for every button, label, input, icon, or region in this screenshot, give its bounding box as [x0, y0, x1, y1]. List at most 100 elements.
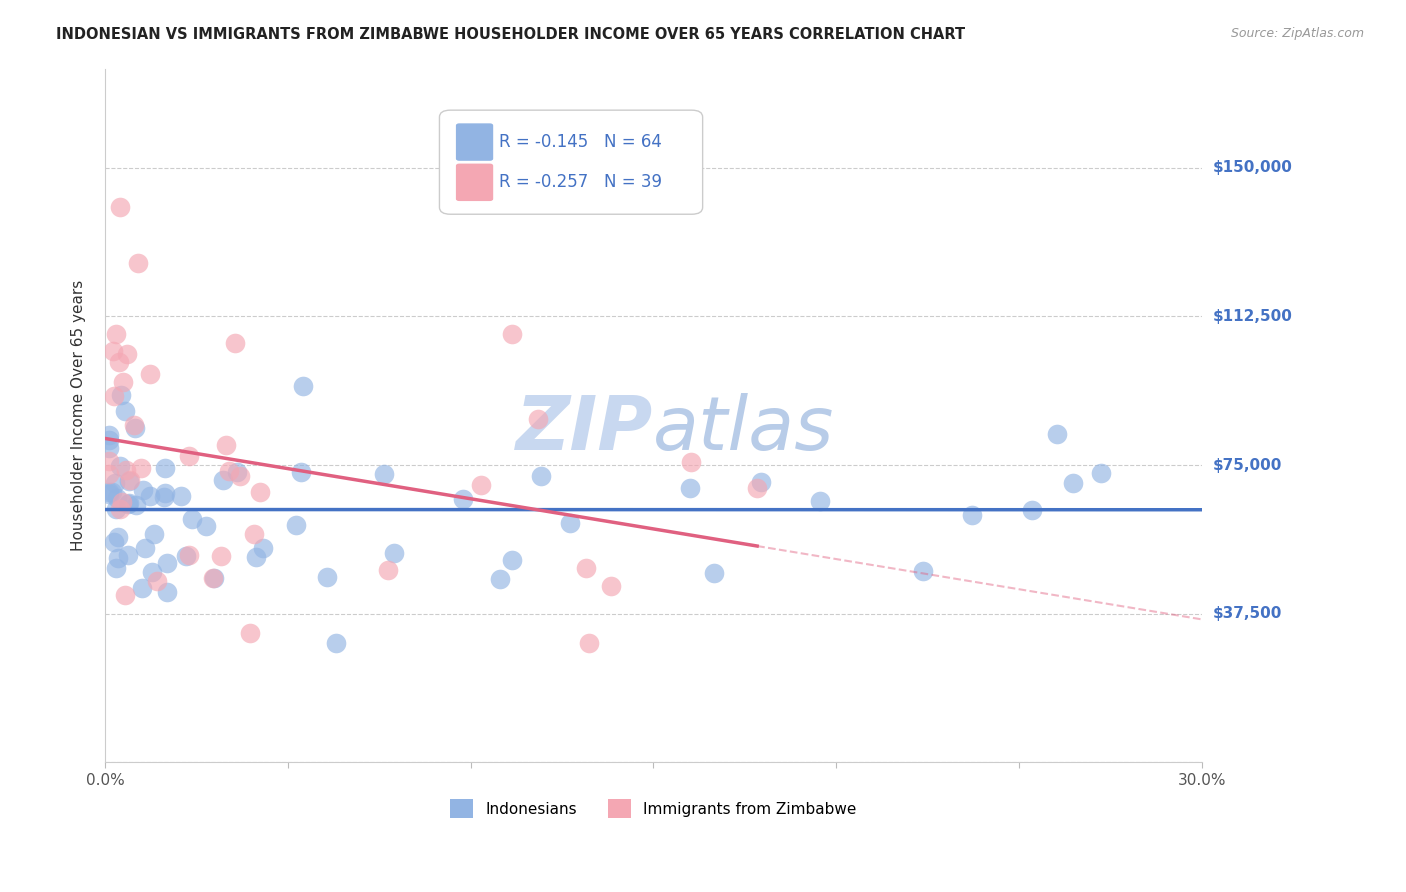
- Point: [558, 516, 581, 531]
- Point: [127, 256, 149, 270]
- FancyBboxPatch shape: [456, 163, 494, 201]
- Point: [679, 482, 702, 496]
- Point: [229, 469, 252, 483]
- Point: [245, 549, 267, 564]
- Point: [141, 565, 163, 579]
- Point: [243, 527, 266, 541]
- Point: [97, 427, 120, 442]
- Point: [111, 495, 134, 509]
- Point: [108, 354, 131, 368]
- Point: [97, 485, 120, 500]
- Point: [134, 541, 156, 556]
- Point: [174, 549, 197, 563]
- Point: [747, 481, 769, 495]
- Point: [155, 461, 177, 475]
- Point: [202, 571, 225, 585]
- Point: [703, 566, 725, 581]
- Point: [215, 438, 238, 452]
- Point: [153, 486, 176, 500]
- Point: [104, 327, 127, 342]
- Point: [107, 551, 129, 566]
- Point: [107, 530, 129, 544]
- Point: [115, 347, 138, 361]
- Point: [211, 473, 233, 487]
- Point: [575, 561, 598, 575]
- Point: [488, 572, 510, 586]
- Point: [97, 454, 120, 468]
- Point: [110, 501, 132, 516]
- Point: [600, 578, 623, 592]
- FancyBboxPatch shape: [456, 123, 494, 161]
- Point: [249, 484, 271, 499]
- Point: [101, 344, 124, 359]
- Point: [960, 508, 983, 523]
- Point: [114, 404, 136, 418]
- Point: [526, 411, 548, 425]
- Point: [103, 535, 125, 549]
- Point: [284, 517, 307, 532]
- Text: R = -0.145   N = 64: R = -0.145 N = 64: [499, 133, 662, 151]
- Point: [117, 548, 139, 562]
- Point: [170, 489, 193, 503]
- Point: [911, 564, 934, 578]
- Point: [226, 465, 249, 479]
- Point: [382, 546, 405, 560]
- Text: $150,000: $150,000: [1213, 161, 1292, 175]
- Point: [139, 367, 162, 381]
- Text: R = -0.257   N = 39: R = -0.257 N = 39: [499, 173, 662, 191]
- Point: [377, 563, 399, 577]
- Point: [218, 463, 240, 477]
- Point: [1062, 475, 1084, 490]
- Point: [129, 461, 152, 475]
- Point: [118, 474, 141, 488]
- Point: [156, 557, 179, 571]
- Text: $37,500: $37,500: [1213, 607, 1282, 621]
- Point: [98, 487, 121, 501]
- Point: [108, 458, 131, 473]
- Point: [118, 495, 141, 509]
- Point: [177, 449, 200, 463]
- Point: [681, 455, 703, 469]
- Point: [122, 418, 145, 433]
- Point: [195, 519, 218, 533]
- Point: [224, 336, 246, 351]
- Point: [97, 442, 120, 456]
- Text: ZIP: ZIP: [516, 392, 654, 466]
- Point: [105, 491, 128, 505]
- Point: [1021, 503, 1043, 517]
- Point: [105, 502, 128, 516]
- FancyBboxPatch shape: [440, 110, 703, 214]
- Y-axis label: Householder Income Over 65 years: Householder Income Over 65 years: [72, 280, 86, 551]
- Point: [1046, 427, 1069, 442]
- Point: [202, 571, 225, 585]
- Text: atlas: atlas: [654, 393, 835, 466]
- Point: [112, 375, 135, 389]
- Point: [115, 463, 138, 477]
- Point: [97, 433, 120, 447]
- Point: [1090, 467, 1112, 481]
- Point: [104, 475, 127, 490]
- Point: [153, 490, 176, 504]
- Point: [180, 512, 202, 526]
- Point: [177, 548, 200, 562]
- Point: [252, 541, 274, 555]
- Point: [110, 387, 132, 401]
- Point: [325, 636, 347, 650]
- Point: [125, 498, 148, 512]
- Point: [373, 467, 395, 481]
- Point: [103, 389, 125, 403]
- Point: [124, 421, 146, 435]
- Legend: Indonesians, Immigrants from Zimbabwe: Indonesians, Immigrants from Zimbabwe: [444, 793, 862, 824]
- Point: [118, 473, 141, 487]
- Point: [290, 465, 312, 479]
- Point: [97, 467, 120, 481]
- Point: [315, 569, 337, 583]
- Point: [808, 494, 831, 508]
- Point: [105, 560, 128, 574]
- Text: $112,500: $112,500: [1213, 309, 1292, 324]
- Point: [155, 584, 177, 599]
- Point: [501, 553, 523, 567]
- Text: INDONESIAN VS IMMIGRANTS FROM ZIMBABWE HOUSEHOLDER INCOME OVER 65 YEARS CORRELAT: INDONESIAN VS IMMIGRANTS FROM ZIMBABWE H…: [56, 27, 966, 42]
- Point: [108, 200, 131, 214]
- Point: [470, 477, 492, 491]
